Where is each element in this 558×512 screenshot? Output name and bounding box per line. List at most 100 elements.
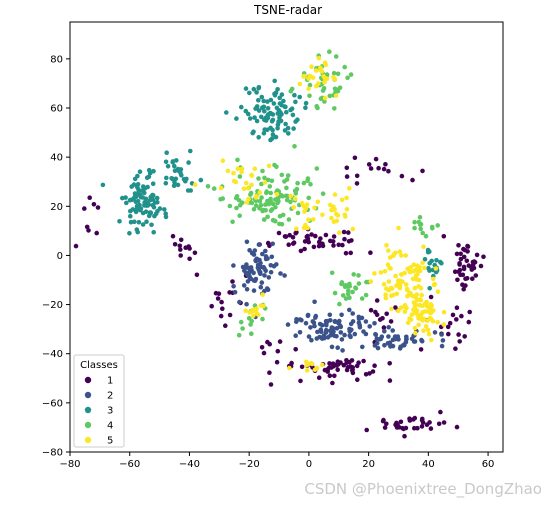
class-4-point [347, 283, 353, 289]
class-1-point [381, 417, 386, 423]
x-tick-label: −60 [119, 459, 140, 470]
class-1-point [356, 360, 361, 366]
class-4-point [238, 319, 244, 325]
class-1-point [330, 361, 336, 367]
class-2-point [342, 332, 347, 338]
class-1-point [354, 173, 360, 179]
class-5-point [239, 169, 244, 175]
y-axis-ticks: −80 −60 −40 −20 0 20 40 60 80 [42, 54, 70, 459]
class-5-point [309, 64, 314, 69]
class-1-point [458, 256, 464, 262]
class-5-point [383, 295, 389, 301]
class-5-point [412, 285, 418, 291]
class-1-point [178, 253, 183, 258]
class-5-point [433, 266, 439, 271]
class-5-point [312, 205, 317, 211]
class-5-point [243, 308, 248, 314]
class-4-point [257, 198, 263, 204]
class-1-point [84, 224, 90, 230]
class-1-point [348, 250, 354, 256]
chart-title: TSNE-radar [253, 3, 322, 17]
class-2-point [251, 288, 257, 293]
class-5-point [304, 362, 310, 368]
class-3-point [149, 194, 154, 200]
class-3-point [279, 102, 284, 108]
class-4-point [259, 181, 264, 187]
class-1-point [457, 339, 463, 344]
class-4-point [279, 172, 285, 178]
class-4-point [335, 88, 341, 94]
class-4-point [301, 180, 307, 186]
legend: Classes 1 2 3 4 5 [73, 354, 125, 448]
class-4-point [246, 316, 252, 321]
legend-title: Classes [80, 360, 118, 371]
class-2-point [325, 335, 331, 340]
class-2-point [382, 343, 387, 348]
class-2-point [432, 330, 438, 335]
class-5-point [403, 253, 409, 258]
class-5-point [399, 253, 404, 258]
class-2-point [357, 322, 363, 328]
class-1-point [388, 319, 394, 324]
class-5-point [384, 243, 389, 248]
class-4-point [236, 332, 242, 338]
class-3-point [303, 100, 309, 106]
class-5-point [302, 209, 307, 214]
class-4-point [253, 203, 259, 208]
class-3-point [140, 210, 146, 216]
class-3-point [273, 90, 279, 95]
class-5-point [411, 262, 417, 268]
class-1-point [352, 155, 358, 161]
class-5-point [231, 170, 236, 176]
class-2-point [367, 324, 373, 329]
class-5-point [274, 191, 280, 197]
class-4-point [348, 72, 354, 77]
class-3-point [127, 231, 132, 236]
class-5-point [235, 166, 241, 172]
class-2-point [269, 254, 275, 260]
class-2-point [244, 287, 250, 292]
class-5-point [398, 305, 404, 311]
class-3-point [254, 90, 259, 95]
class-5-point [382, 269, 388, 274]
class-1-point [473, 273, 479, 278]
class-2-point [350, 311, 356, 316]
class-4-point [237, 213, 242, 218]
class-4-point [279, 222, 285, 227]
class-1-point [194, 272, 200, 278]
class-3-point [268, 125, 273, 131]
class-4-point [286, 217, 292, 222]
class-4-point [346, 288, 351, 294]
class-5-point [378, 270, 384, 275]
class-3-point [153, 211, 159, 217]
class-1-point [335, 367, 341, 373]
watermark-text: CSDN @Phoenixtree_DongZhao [304, 480, 542, 498]
class-2-point [360, 344, 365, 350]
class-1-point [290, 235, 296, 240]
class-4-point [350, 289, 355, 295]
class-5-point [422, 309, 428, 314]
class-1-point [286, 242, 292, 247]
class-3-point [427, 268, 432, 273]
class-1-point [466, 319, 472, 325]
class-1-point [384, 311, 390, 317]
class-1-point [470, 262, 476, 268]
class-5-point [417, 264, 422, 270]
class-4-point [282, 179, 287, 184]
class-3-point [186, 160, 191, 165]
class-4-point [234, 205, 239, 211]
class-5-point [312, 367, 318, 373]
class-5-point [435, 289, 441, 295]
class-2-point [390, 328, 396, 333]
class-2-point [311, 320, 317, 326]
class-3-point [277, 115, 282, 120]
class-5-point [320, 362, 325, 368]
class-5-point [310, 75, 316, 80]
class-5-point [315, 199, 321, 205]
class-1-point [454, 317, 459, 322]
class-5-point [423, 324, 429, 329]
class-1-point [461, 254, 467, 260]
class-1-point [276, 230, 282, 236]
class-5-point [425, 327, 431, 333]
class-5-point [428, 302, 434, 307]
